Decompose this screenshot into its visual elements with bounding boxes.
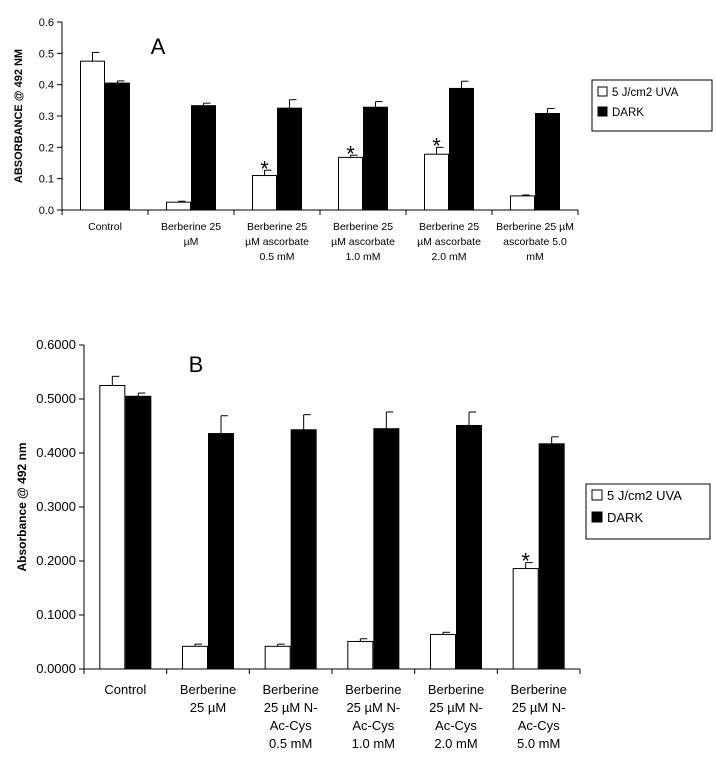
y-tick-label: 0.6000	[36, 337, 76, 352]
dark-bar	[538, 443, 565, 670]
uva-bar	[510, 195, 535, 211]
y-tick-label: 0.3	[39, 111, 54, 123]
x-category-label: 25 µM	[190, 700, 226, 715]
y-tick-label: 0.2000	[36, 553, 76, 568]
legend-swatch	[597, 86, 608, 97]
legend-label: 5 J/cm2 UVA	[607, 488, 682, 503]
x-category-label: 25 µM N-	[264, 700, 318, 715]
uva-bar	[347, 640, 374, 670]
y-tick-label: 0.1000	[36, 607, 76, 622]
legend-label: DARK	[612, 107, 644, 119]
y-tick-label: 0.4	[39, 80, 54, 92]
dark-bar	[105, 82, 130, 211]
x-category-label: 2.0 mM	[431, 251, 466, 263]
x-category-label: 25 µM N-	[346, 700, 400, 715]
x-category-label: Berberine	[180, 682, 236, 697]
x-category-label: ascorbate 5.0	[503, 236, 567, 248]
uva-bar	[512, 568, 539, 670]
x-category-label: Ac-Cys	[518, 718, 560, 733]
uva-bar	[166, 201, 191, 211]
uva-bar	[182, 645, 208, 670]
x-category-label: Berberine 25 µM	[496, 221, 574, 233]
x-category-label: 25 µM N-	[429, 700, 483, 715]
uva-bar	[424, 153, 449, 211]
legend-box	[591, 79, 713, 132]
panel-label: B	[189, 352, 204, 377]
x-category-label: 0.5 mM	[259, 251, 294, 263]
x-category-label: Ac-Cys	[352, 718, 394, 733]
x-category-label: µM ascorbate	[417, 236, 481, 248]
dark-bar	[373, 428, 400, 670]
x-category-label: Berberine	[428, 682, 484, 697]
uva-bar	[252, 175, 277, 211]
legend-swatch	[597, 106, 608, 117]
x-category-label: Berberine	[345, 682, 401, 697]
x-category-label: Control	[88, 221, 122, 233]
legend-swatch	[591, 489, 603, 501]
uva-bar	[430, 633, 456, 670]
x-category-label: Berberine 25	[161, 221, 221, 233]
x-category-label: Ac-Cys	[435, 718, 477, 733]
legend-box	[585, 483, 711, 540]
significance-marker: *	[260, 156, 269, 181]
x-category-label: mM	[526, 251, 544, 263]
legend-swatch	[591, 511, 603, 523]
x-category-label: Berberine 25	[419, 221, 479, 233]
y-tick-label: 0.0	[39, 205, 54, 217]
x-category-label: µM ascorbate	[245, 236, 309, 248]
x-category-label: 0.5 mM	[269, 736, 312, 751]
panel-label: A	[151, 34, 166, 59]
x-category-label: 2.0 mM	[434, 736, 477, 751]
significance-marker: *	[521, 549, 530, 574]
y-axis-label: Absorbance @ 492 nm	[15, 442, 29, 571]
x-category-label: 1.0 mM	[352, 736, 395, 751]
x-category-label: 25 µM N-	[512, 700, 566, 715]
uva-bar	[264, 645, 291, 670]
legend-label: DARK	[607, 510, 643, 525]
x-category-label: Berberine	[510, 682, 566, 697]
uva-bar	[80, 60, 105, 211]
significance-marker: *	[346, 141, 355, 166]
dark-bar	[125, 395, 152, 670]
y-tick-label: 0.2	[39, 142, 54, 154]
x-category-label: µM	[184, 236, 199, 248]
x-category-label: Control	[104, 682, 146, 697]
dark-bar	[208, 433, 234, 670]
dark-bar	[449, 87, 474, 211]
y-tick-label: 0.5000	[36, 391, 76, 406]
x-category-label: µM ascorbate	[331, 236, 395, 248]
y-tick-label: 0.4000	[36, 445, 76, 460]
significance-marker: *	[432, 133, 441, 158]
dark-bar	[290, 429, 317, 670]
x-category-label: Berberine 25	[333, 221, 393, 233]
x-category-label: Berberine 25	[247, 221, 307, 233]
y-tick-label: 0.6	[39, 17, 54, 29]
uva-bar	[338, 156, 363, 211]
dark-bar	[277, 107, 302, 211]
y-tick-label: 0.1	[39, 174, 54, 186]
dark-bar	[456, 424, 482, 670]
dark-bar	[363, 106, 388, 211]
legend-label: 5 J/cm2 UVA	[612, 87, 679, 99]
x-category-label: 5.0 mM	[517, 736, 560, 751]
x-category-label: Berberine	[262, 682, 318, 697]
y-tick-label: 0.3000	[36, 499, 76, 514]
y-axis-label: ABSORBANCE @ 492 NM	[13, 49, 25, 183]
y-tick-label: 0.0000	[36, 661, 76, 676]
dark-bar	[535, 112, 560, 211]
x-category-label: 1.0 mM	[345, 251, 380, 263]
uva-bar	[99, 385, 126, 670]
x-category-label: Ac-Cys	[270, 718, 312, 733]
y-tick-label: 0.5	[39, 48, 54, 60]
dark-bar	[191, 105, 216, 211]
